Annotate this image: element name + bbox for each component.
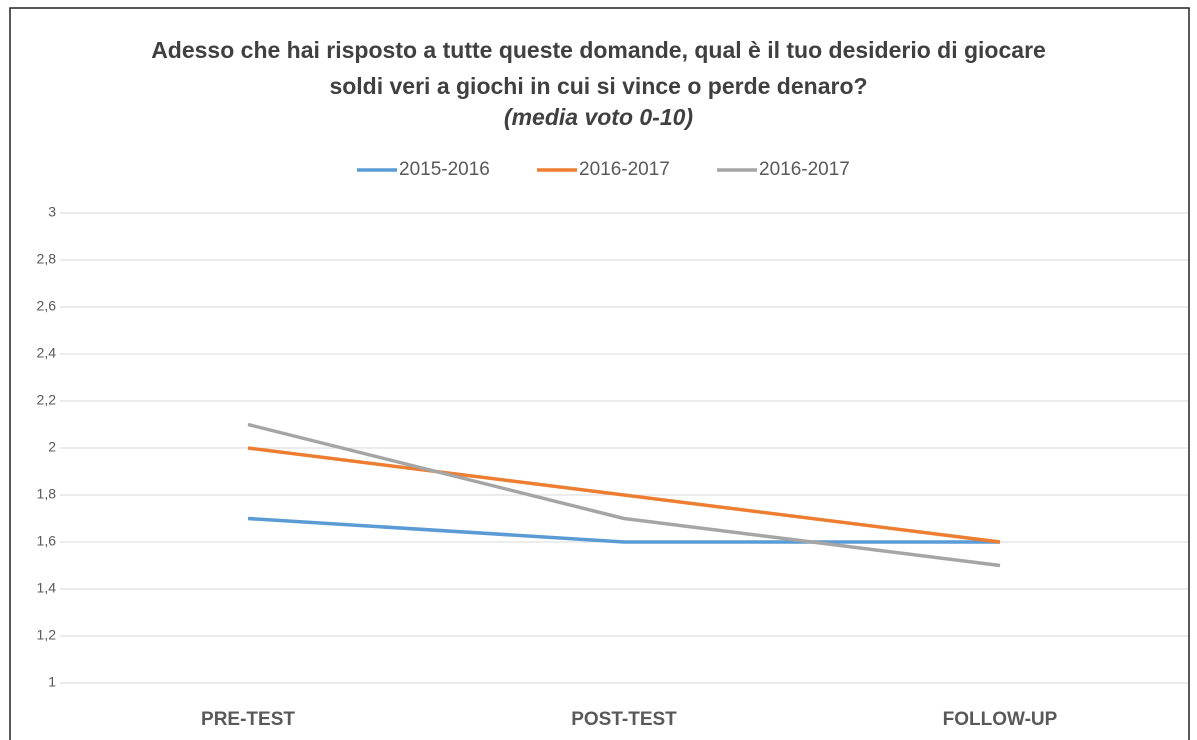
x-tick-label: FOLLOW-UP [943, 709, 1058, 730]
y-tick-label: 1,2 [37, 627, 57, 643]
y-tick-label: 1,4 [37, 580, 57, 596]
y-tick-label: 2 [48, 439, 56, 455]
chart-title: Adesso che hai risposto a tutte queste d… [151, 37, 1046, 99]
legend-label: 2016-2017 [759, 159, 850, 180]
series-line [247, 446, 1001, 544]
x-tick-label: POST-TEST [571, 709, 677, 730]
y-tick-label: 1 [48, 674, 56, 690]
y-tick-label: 1,8 [37, 486, 57, 502]
y-tick-label: 2,6 [37, 298, 57, 314]
y-tick-label: 1,6 [37, 533, 57, 549]
series-line [247, 516, 1000, 544]
y-tick-label: 3 [48, 204, 56, 220]
y-tick-label: 2,4 [37, 345, 57, 361]
chart-subtitle: (media voto 0-10) [503, 104, 694, 130]
y-tick-label: 2,2 [37, 392, 57, 408]
y-tick-label: 2,8 [37, 251, 57, 267]
legend-label: 2016-2017 [579, 159, 670, 180]
x-tick-label: PRE-TEST [201, 709, 295, 730]
series-line [247, 422, 1001, 568]
legend-label: 2015-2016 [399, 159, 490, 180]
chart-border [9, 7, 1190, 740]
